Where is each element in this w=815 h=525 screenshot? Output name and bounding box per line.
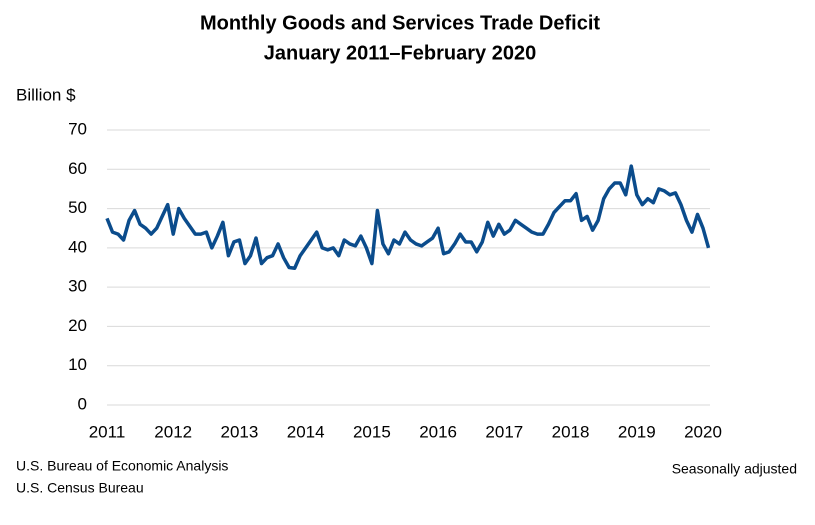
x-tick-label: 2020 <box>684 422 722 441</box>
x-tick-label: 2011 <box>89 422 126 441</box>
chart-title: Monthly Goods and Services Trade Deficit <box>200 12 600 34</box>
x-tick-label: 2016 <box>419 422 457 441</box>
y-tick-label: 70 <box>68 119 87 138</box>
x-tick-label: 2014 <box>287 422 325 441</box>
x-tick-label: 2019 <box>618 422 656 441</box>
x-tick-label: 2012 <box>154 422 192 441</box>
chart-subtitle: January 2011–February 2020 <box>264 42 536 64</box>
y-tick-label: 40 <box>68 237 87 256</box>
x-tick-label: 2013 <box>221 422 259 441</box>
source-note: U.S. Bureau of Economic Analysis <box>16 458 228 474</box>
y-axis-label: Billion $ <box>16 85 76 104</box>
data-line <box>105 164 711 271</box>
y-tick-label: 30 <box>68 277 87 296</box>
y-tick-label: 0 <box>78 394 87 413</box>
y-tick-label: 20 <box>68 316 87 335</box>
adjustment-note: Seasonally adjusted <box>672 461 797 477</box>
source-note: U.S. Census Bureau <box>16 480 144 496</box>
y-tick-label: 10 <box>68 355 87 374</box>
y-tick-label: 60 <box>68 159 87 178</box>
y-tick-label: 50 <box>68 198 87 217</box>
x-tick-label: 2015 <box>353 422 391 441</box>
x-tick-label: 2017 <box>485 422 523 441</box>
x-tick-label: 2018 <box>552 422 590 441</box>
